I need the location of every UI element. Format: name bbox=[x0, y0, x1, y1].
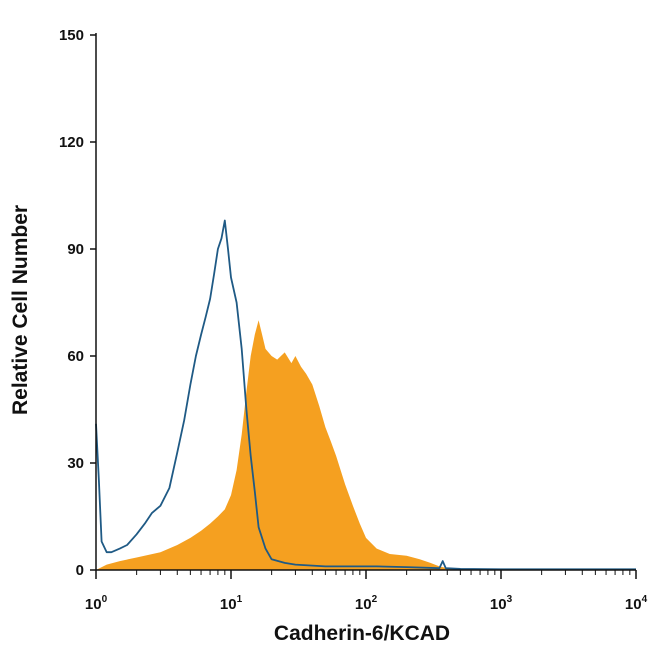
series-0-filled-histogram bbox=[96, 320, 461, 570]
x-tick-label-4: 104 bbox=[625, 594, 648, 613]
x-tick-label-2: 102 bbox=[355, 594, 378, 613]
series-1-outline-histogram bbox=[95, 219, 636, 571]
x-tick-label-1: 101 bbox=[220, 594, 243, 613]
x-tick-label-0: 100 bbox=[85, 594, 108, 613]
x-axis-title: Cadherin-6/KCAD bbox=[274, 622, 450, 645]
y-tick-label-60: 60 bbox=[67, 348, 84, 365]
y-tick-label-30: 30 bbox=[67, 455, 84, 472]
x-tick-label-3: 103 bbox=[490, 594, 513, 613]
y-tick-label-120: 120 bbox=[59, 134, 84, 151]
plot-area bbox=[95, 219, 636, 571]
axes: 0 30 60 90 120 150 100 101 102 103 104 bbox=[59, 27, 648, 613]
y-tick-label-0: 0 bbox=[76, 562, 84, 579]
y-tick-label-90: 90 bbox=[67, 241, 84, 258]
y-axis-title: Relative Cell Number bbox=[9, 205, 32, 415]
y-tick-label-150: 150 bbox=[59, 27, 84, 44]
